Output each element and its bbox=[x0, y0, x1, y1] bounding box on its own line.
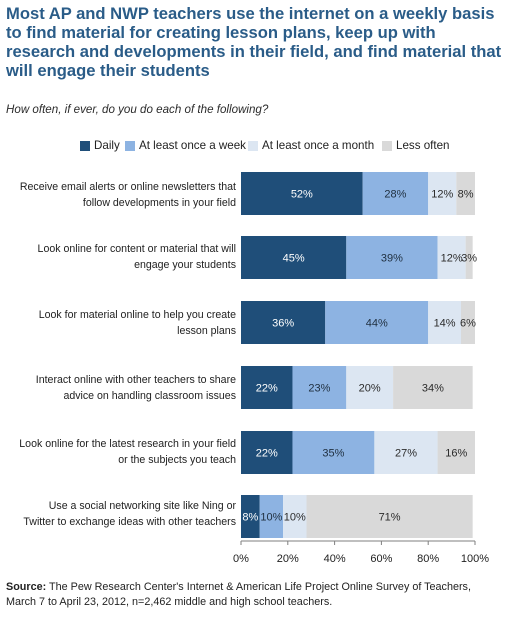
category-label-2: Look online for content or material that… bbox=[16, 241, 236, 273]
bar-daily-row-3 bbox=[241, 301, 326, 344]
legend-item-daily: Daily bbox=[80, 139, 120, 152]
source-text: The Pew Research Center's Internet & Ame… bbox=[6, 581, 471, 608]
category-label-1-line-2: follow developments in your field bbox=[82, 197, 236, 209]
value-label-weekly-row-6: 10% bbox=[260, 512, 282, 524]
legend-label-monthly: At least once a month bbox=[262, 139, 375, 152]
legend-label-less-often: Less often bbox=[396, 139, 450, 152]
category-label-3: Look for material online to help you cre… bbox=[16, 307, 236, 339]
value-label-less-often-row-6: 71% bbox=[379, 512, 401, 524]
category-label-1: Receive email alerts or online newslette… bbox=[16, 179, 236, 211]
value-label-monthly-row-5: 27% bbox=[395, 448, 417, 460]
bar-weekly-row-4 bbox=[292, 366, 347, 409]
value-label-daily-row-1: 52% bbox=[291, 189, 313, 201]
source-label: Source: bbox=[6, 581, 47, 593]
legend-item-monthly: At least once a month bbox=[248, 139, 374, 152]
category-label-4-line-1: Interact online with other teachers to s… bbox=[35, 374, 236, 386]
value-label-monthly-row-1: 12% bbox=[431, 189, 453, 201]
value-label-daily-row-2: 45% bbox=[283, 253, 305, 265]
legend-swatch-daily bbox=[80, 140, 90, 151]
bar-monthly-row-3 bbox=[428, 301, 461, 344]
value-label-less-often-row-3: 6% bbox=[460, 318, 476, 330]
value-label-monthly-row-6: 10% bbox=[284, 512, 306, 524]
category-label-4-line-2: advice on handling classroom issues bbox=[63, 390, 236, 402]
value-label-weekly-row-1: 28% bbox=[384, 189, 406, 201]
bar-daily-row-1 bbox=[241, 172, 363, 215]
bar-monthly-row-6 bbox=[283, 495, 307, 538]
category-label-3-line-2: lesson plans bbox=[177, 325, 236, 337]
category-label-6-line-2: Twitter to exchange ideas with other tea… bbox=[23, 516, 236, 528]
bar-daily-row-5 bbox=[241, 431, 293, 474]
bar-weekly-row-1 bbox=[362, 172, 429, 215]
bar-monthly-row-2 bbox=[437, 236, 466, 279]
category-label-6-line-1: Use a social networking site like Ning o… bbox=[48, 500, 236, 512]
legend-item-less-often: Less often bbox=[382, 139, 450, 152]
value-label-less-often-row-4: 34% bbox=[422, 383, 444, 395]
x-tick-label-4: 80% bbox=[417, 553, 439, 565]
x-tick-label-0: 0% bbox=[233, 553, 249, 565]
value-label-less-often-row-5: 16% bbox=[445, 448, 467, 460]
bar-less-often-row-6 bbox=[306, 495, 473, 538]
legend-swatch-less-often bbox=[382, 140, 392, 151]
value-label-daily-row-4: 22% bbox=[256, 383, 278, 395]
legend-item-weekly: At least once a week bbox=[125, 139, 246, 152]
category-label-6: Use a social networking site like Ning o… bbox=[16, 498, 236, 530]
category-label-5-line-2: or the subjects you teach bbox=[118, 454, 236, 466]
x-tick-label-1: 20% bbox=[277, 553, 299, 565]
bar-daily-row-4 bbox=[241, 366, 293, 409]
value-label-daily-row-5: 22% bbox=[256, 448, 278, 460]
bar-less-often-row-1 bbox=[456, 172, 475, 215]
value-label-monthly-row-4: 20% bbox=[359, 383, 381, 395]
chart-subtitle: How often, if ever, do you do each of th… bbox=[6, 103, 269, 116]
value-label-less-often-row-1: 8% bbox=[458, 189, 474, 201]
x-tick-label-3: 60% bbox=[370, 553, 392, 565]
category-label-3-line-1: Look for material online to help you cre… bbox=[38, 309, 236, 321]
category-label-2-line-2: engage your students bbox=[134, 259, 236, 271]
bar-less-often-row-3 bbox=[460, 301, 475, 344]
bar-less-often-row-5 bbox=[437, 431, 475, 474]
bar-monthly-row-4 bbox=[346, 366, 394, 409]
value-label-weekly-row-2: 39% bbox=[381, 253, 403, 265]
value-label-weekly-row-3: 44% bbox=[366, 318, 388, 330]
bar-weekly-row-2 bbox=[346, 236, 438, 279]
source-note: Source: The Pew Research Center's Intern… bbox=[6, 580, 500, 610]
x-tick-label-5: 100% bbox=[461, 553, 489, 565]
bar-monthly-row-5 bbox=[374, 431, 438, 474]
x-tick-label-2: 40% bbox=[324, 553, 346, 565]
legend: Daily At least once a week At least once… bbox=[0, 139, 507, 155]
value-label-daily-row-6: 8% bbox=[242, 512, 258, 524]
category-label-2-line-1: Look online for content or material that… bbox=[37, 243, 236, 255]
legend-label-weekly: At least once a week bbox=[139, 139, 246, 152]
category-label-4: Interact online with other teachers to s… bbox=[16, 372, 236, 404]
bar-less-often-row-2 bbox=[465, 236, 473, 279]
category-label-5: Look online for the latest research in y… bbox=[16, 436, 236, 468]
category-label-1-line-1: Receive email alerts or online newslette… bbox=[19, 181, 236, 193]
legend-label-daily: Daily bbox=[94, 139, 120, 152]
chart-title: Most AP and NWP teachers use the interne… bbox=[6, 4, 502, 80]
bar-daily-row-2 bbox=[241, 236, 347, 279]
legend-swatch-weekly bbox=[125, 140, 135, 151]
value-label-less-often-row-2: 3% bbox=[461, 253, 477, 265]
bar-weekly-row-6 bbox=[259, 495, 284, 538]
value-label-monthly-row-2: 12% bbox=[441, 253, 463, 265]
value-label-daily-row-3: 36% bbox=[272, 318, 294, 330]
value-label-monthly-row-3: 14% bbox=[434, 318, 456, 330]
bar-weekly-row-3 bbox=[325, 301, 429, 344]
value-label-weekly-row-4: 23% bbox=[308, 383, 330, 395]
bar-monthly-row-1 bbox=[428, 172, 457, 215]
bar-less-often-row-4 bbox=[393, 366, 473, 409]
legend-swatch-monthly bbox=[248, 140, 258, 151]
category-label-5-line-1: Look online for the latest research in y… bbox=[19, 438, 236, 450]
bar-weekly-row-5 bbox=[292, 431, 375, 474]
bar-daily-row-6 bbox=[241, 495, 260, 538]
value-label-weekly-row-5: 35% bbox=[322, 448, 344, 460]
